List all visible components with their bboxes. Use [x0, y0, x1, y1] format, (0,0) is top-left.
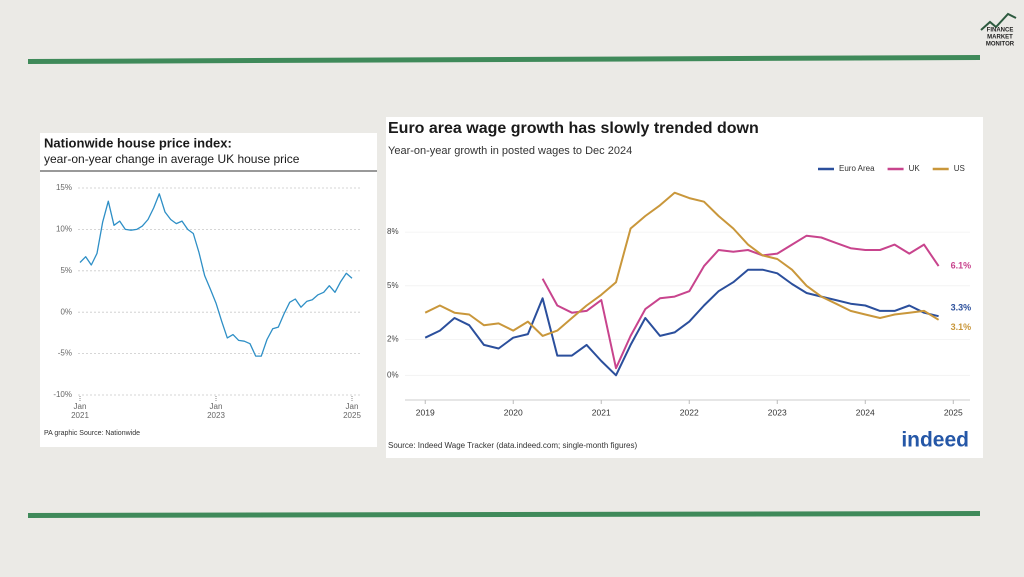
divider: [28, 511, 980, 518]
y-tick-label: -5%: [58, 349, 72, 358]
legend-label: UK: [909, 164, 921, 173]
end-label: 6.1%: [951, 261, 972, 271]
x-tick-label: Jan 2023: [207, 402, 225, 420]
logo: FINANCE MARKET MONITOR: [979, 12, 1019, 50]
logo-arrow: [980, 12, 1017, 31]
x-tick-label: 2020: [504, 407, 523, 417]
source: PA graphic Source: Nationwide: [44, 430, 140, 437]
chart-panel: [40, 133, 377, 447]
y-tick-label: -10%: [53, 390, 72, 399]
chart-subtitle: Year-on-year growth in posted wages to D…: [388, 145, 632, 157]
logo-text: MARKET: [987, 35, 1013, 41]
divider: [28, 55, 980, 64]
end-label: 3.1%: [951, 322, 972, 332]
legend-label: US: [954, 164, 965, 173]
chart-subtitle: year-on-year change in average UK house …: [44, 152, 300, 166]
source: Source: Indeed Wage Tracker (data.indeed…: [388, 441, 638, 450]
data-line: [424, 191, 940, 337]
y-tick-label: 8%: [387, 227, 399, 236]
chart-nationwide: Nationwide house price index: year-on-ye…: [40, 133, 377, 447]
x-tick-label: 2019: [416, 407, 435, 417]
y-tick-label: 2%: [387, 335, 399, 344]
y-tick-label: 15%: [56, 183, 72, 192]
data-line: [79, 193, 353, 357]
x-tick-label: 2025: [944, 407, 963, 417]
data-line: [541, 234, 940, 370]
chart-title: Euro area wage growth has slowly trended…: [388, 120, 759, 137]
legend-label: Euro Area: [839, 164, 875, 173]
x-tick-label: 2023: [768, 407, 787, 417]
x-tick-label: 2024: [856, 407, 875, 417]
y-tick-label: 5%: [387, 281, 399, 290]
chart-title: Nationwide house price index:: [44, 135, 232, 150]
brand-logo: indeed: [901, 429, 969, 452]
chart-panel: [386, 117, 983, 458]
chart-wages: Euro area wage growth has slowly trended…: [386, 117, 983, 458]
logo-text: FINANCE: [987, 28, 1014, 34]
end-label: 3.3%: [951, 303, 972, 313]
x-tick-label: 2021: [592, 407, 611, 417]
logo-text: MONITOR: [986, 42, 1015, 48]
data-line: [424, 268, 939, 377]
y-tick-label: 10%: [56, 225, 72, 234]
y-tick-label: 5%: [60, 266, 72, 275]
x-tick-label: Jan 2021: [71, 402, 89, 420]
y-tick-label: 0%: [60, 307, 72, 316]
y-tick-label: 0%: [387, 370, 399, 379]
x-tick-label: Jan 2025: [343, 402, 361, 420]
x-tick-label: 2022: [680, 407, 699, 417]
